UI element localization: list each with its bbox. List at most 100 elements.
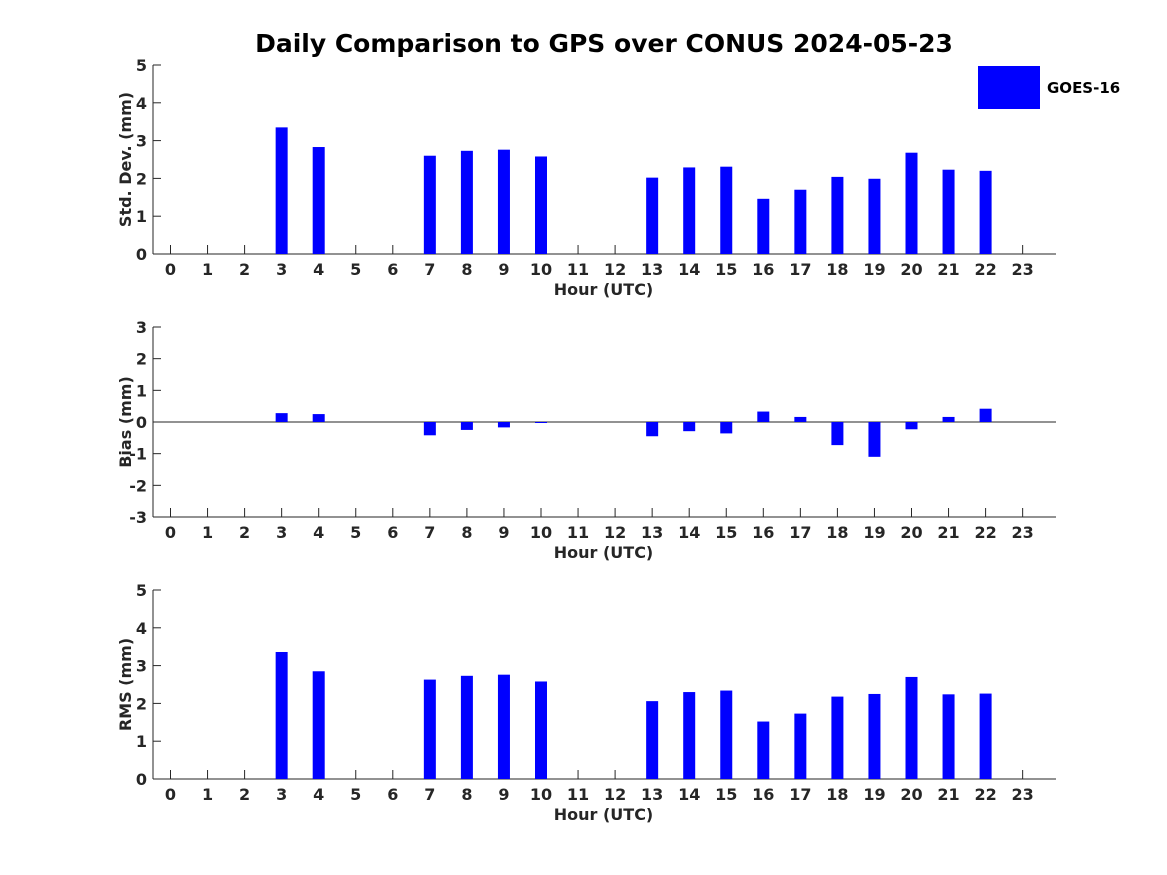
x-tick-label: 20 xyxy=(900,260,922,279)
x-tick-label: 16 xyxy=(752,260,774,279)
x-tick-label: 22 xyxy=(974,785,996,804)
bar-rms-hour-21 xyxy=(942,694,955,779)
y-tick-label: 0 xyxy=(136,245,147,264)
y-tick-label: -3 xyxy=(129,508,147,527)
x-tick-label: 13 xyxy=(641,260,663,279)
bar-bias-hour-17 xyxy=(794,416,807,422)
bar-rms-hour-13 xyxy=(646,701,659,779)
x-tick-label: 17 xyxy=(789,523,811,542)
bar-bias-hour-16 xyxy=(757,411,770,422)
bar-bias-hour-9 xyxy=(497,422,510,428)
y-tick-label: 1 xyxy=(136,207,147,226)
x-tick-label: 10 xyxy=(530,260,552,279)
x-tick-label: 18 xyxy=(826,523,848,542)
y-axis-label: Std. Dev. (mm) xyxy=(116,92,135,227)
x-tick-label: 1 xyxy=(202,785,213,804)
legend-swatch-goes-16 xyxy=(978,66,1040,109)
x-axis-label: Hour (UTC) xyxy=(554,543,654,562)
y-tick-label: -1 xyxy=(129,445,147,464)
x-tick-label: 8 xyxy=(461,260,472,279)
bar-std-hour-16 xyxy=(757,198,770,254)
bar-rms-hour-4 xyxy=(312,671,325,779)
y-tick-label: 0 xyxy=(136,413,147,432)
bar-rms-hour-10 xyxy=(535,681,547,779)
x-tick-label: 19 xyxy=(863,785,885,804)
bar-bias-hour-15 xyxy=(720,422,733,434)
x-tick-label: 4 xyxy=(313,523,324,542)
x-tick-label: 2 xyxy=(239,260,250,279)
x-tick-label: 0 xyxy=(165,523,176,542)
bar-bias-hour-20 xyxy=(905,422,918,430)
chart-title: Daily Comparison to GPS over CONUS 2024-… xyxy=(255,29,953,58)
x-tick-label: 14 xyxy=(678,785,700,804)
y-tick-label: 1 xyxy=(136,381,147,400)
bar-std-hour-14 xyxy=(683,167,696,254)
y-tick-label: 4 xyxy=(136,94,147,113)
x-tick-label: 6 xyxy=(387,785,398,804)
bar-bias-hour-22 xyxy=(979,408,992,422)
bar-std-hour-13 xyxy=(646,177,659,254)
bar-std-hour-21 xyxy=(942,169,955,254)
x-tick-label: 12 xyxy=(604,785,626,804)
bar-rms-hour-14 xyxy=(683,692,696,779)
bar-rms-hour-17 xyxy=(794,713,807,779)
bar-std-hour-8 xyxy=(460,150,473,254)
x-tick-label: 16 xyxy=(752,523,774,542)
bar-rms-hour-18 xyxy=(831,696,844,779)
x-tick-label: 7 xyxy=(424,785,435,804)
x-tick-label: 6 xyxy=(387,523,398,542)
bar-rms-hour-7 xyxy=(423,679,436,779)
bar-rms-hour-15 xyxy=(720,690,733,779)
x-tick-label: 17 xyxy=(789,785,811,804)
x-tick-label: 9 xyxy=(498,523,509,542)
bar-bias-hour-18 xyxy=(831,422,844,446)
bar-rms-hour-19 xyxy=(868,693,881,779)
bar-std-hour-20 xyxy=(905,152,918,254)
x-axis-label: Hour (UTC) xyxy=(554,280,654,299)
x-tick-label: 3 xyxy=(276,260,287,279)
x-tick-label: 11 xyxy=(567,785,589,804)
x-tick-label: 15 xyxy=(715,260,737,279)
y-tick-label: 5 xyxy=(136,581,147,600)
y-tick-label: 3 xyxy=(136,132,147,151)
bar-bias-hour-10 xyxy=(535,422,547,423)
y-tick-label: -2 xyxy=(129,476,147,495)
legend: GOES-16 xyxy=(978,66,1120,109)
bar-std-hour-22 xyxy=(979,170,992,254)
x-tick-label: 11 xyxy=(567,260,589,279)
x-tick-label: 19 xyxy=(863,523,885,542)
x-tick-label: 19 xyxy=(863,260,885,279)
y-axis-label: RMS (mm) xyxy=(116,638,135,731)
bar-std-hour-10 xyxy=(535,156,547,254)
bar-std-hour-15 xyxy=(720,166,733,254)
x-tick-label: 7 xyxy=(424,523,435,542)
y-tick-label: 3 xyxy=(136,657,147,676)
bar-std-hour-7 xyxy=(423,155,436,254)
bar-bias-hour-13 xyxy=(646,422,659,437)
x-axis-label: Hour (UTC) xyxy=(554,805,654,824)
x-tick-label: 22 xyxy=(974,260,996,279)
x-tick-label: 20 xyxy=(900,785,922,804)
x-tick-label: 3 xyxy=(276,785,287,804)
x-tick-label: 3 xyxy=(276,523,287,542)
x-tick-label: 8 xyxy=(461,785,472,804)
x-tick-label: 7 xyxy=(424,260,435,279)
bar-std-hour-9 xyxy=(497,149,510,254)
y-tick-label: 5 xyxy=(136,56,147,75)
x-tick-label: 1 xyxy=(202,260,213,279)
x-tick-label: 12 xyxy=(604,260,626,279)
x-tick-label: 21 xyxy=(937,523,959,542)
bar-rms-hour-16 xyxy=(757,721,770,779)
bar-std-hour-3 xyxy=(275,127,288,254)
x-tick-label: 15 xyxy=(715,523,737,542)
bar-rms-hour-22 xyxy=(979,693,992,779)
y-axis-label: Bias (mm) xyxy=(116,376,135,468)
bar-std-hour-17 xyxy=(794,189,807,254)
bar-bias-hour-21 xyxy=(942,416,955,422)
bar-std-hour-4 xyxy=(312,147,325,254)
x-tick-label: 20 xyxy=(900,523,922,542)
x-tick-label: 9 xyxy=(498,260,509,279)
x-tick-label: 18 xyxy=(826,260,848,279)
bar-rms-hour-8 xyxy=(460,675,473,779)
